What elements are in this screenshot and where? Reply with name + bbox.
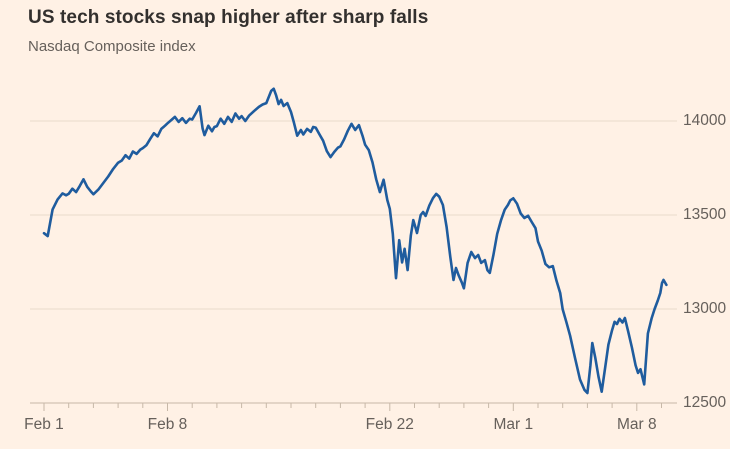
y-axis-label: 13000 <box>683 300 727 317</box>
x-axis-label: Mar 1 <box>493 416 534 433</box>
y-axis-label: 13500 <box>683 206 727 223</box>
chart-title: US tech stocks snap higher after sharp f… <box>28 7 429 28</box>
x-axis-label: Feb 1 <box>24 416 64 433</box>
x-axis-label: Feb 8 <box>147 416 188 433</box>
x-axis-label: Mar 8 <box>616 416 657 433</box>
y-axis-label: 14000 <box>683 112 727 129</box>
chart-subtitle: Nasdaq Composite index <box>28 38 196 55</box>
nasdaq-price-line <box>42 87 668 395</box>
y-axis-label: 12500 <box>683 394 727 411</box>
x-axis-label: Feb 22 <box>365 416 414 433</box>
